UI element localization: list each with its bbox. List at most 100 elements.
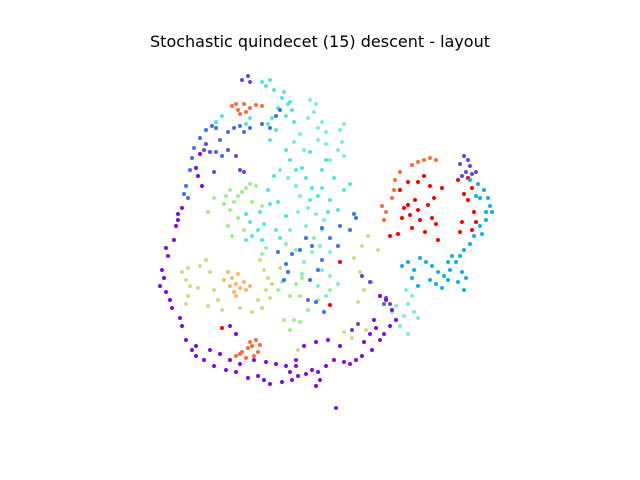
data-point xyxy=(308,150,312,154)
data-point xyxy=(468,164,472,168)
data-point xyxy=(288,100,292,104)
data-point xyxy=(230,276,234,280)
data-point xyxy=(184,278,188,282)
data-point xyxy=(254,103,258,107)
data-point xyxy=(164,290,168,294)
data-point xyxy=(482,188,486,192)
data-point xyxy=(274,128,278,132)
data-point xyxy=(442,274,446,278)
data-point xyxy=(412,268,416,272)
data-point xyxy=(226,224,230,228)
data-point xyxy=(258,258,262,262)
data-point xyxy=(348,362,352,366)
data-point xyxy=(318,378,322,382)
data-point xyxy=(406,260,410,264)
data-point xyxy=(254,338,258,342)
data-point xyxy=(416,180,420,184)
data-point xyxy=(426,203,430,207)
data-point xyxy=(296,374,300,378)
data-point xyxy=(292,120,296,124)
data-point xyxy=(266,122,270,126)
data-point xyxy=(300,276,304,280)
data-point xyxy=(208,270,212,274)
data-point xyxy=(218,352,222,356)
data-point xyxy=(446,260,450,264)
data-point xyxy=(392,188,396,192)
data-point xyxy=(380,204,384,208)
data-point xyxy=(278,266,282,270)
data-point xyxy=(282,278,286,282)
data-point xyxy=(316,370,320,374)
data-point xyxy=(206,210,210,214)
data-point xyxy=(198,264,202,268)
data-point xyxy=(288,328,292,332)
data-point xyxy=(362,340,366,344)
data-point xyxy=(236,216,240,220)
data-point xyxy=(306,298,310,302)
data-point xyxy=(204,258,208,262)
data-point xyxy=(378,294,382,298)
data-point xyxy=(248,80,252,84)
data-point xyxy=(382,332,386,336)
data-point xyxy=(228,358,232,362)
data-point xyxy=(342,330,346,334)
data-point xyxy=(288,228,292,232)
data-point xyxy=(358,270,362,274)
data-point xyxy=(196,174,200,178)
data-point xyxy=(458,230,462,234)
data-point xyxy=(264,288,268,292)
data-point xyxy=(422,174,426,178)
data-point xyxy=(368,332,372,336)
data-point xyxy=(436,270,440,274)
data-point xyxy=(292,140,296,144)
data-point xyxy=(314,300,318,304)
data-point xyxy=(236,108,240,112)
data-point xyxy=(258,343,262,347)
data-point xyxy=(248,126,252,130)
data-point xyxy=(298,320,302,324)
data-point xyxy=(316,284,320,288)
data-point xyxy=(242,170,246,174)
data-point xyxy=(328,274,332,278)
data-point xyxy=(268,296,272,300)
data-point xyxy=(328,303,332,307)
data-point xyxy=(212,364,216,368)
data-point xyxy=(368,280,372,284)
data-point xyxy=(248,116,252,120)
data-point xyxy=(336,148,340,152)
data-point xyxy=(254,184,258,188)
data-point xyxy=(472,210,476,214)
data-point xyxy=(462,288,466,292)
data-point xyxy=(328,198,332,202)
data-point xyxy=(400,216,404,220)
data-point xyxy=(184,338,188,342)
data-point xyxy=(304,224,308,228)
data-point xyxy=(418,256,422,260)
data-point xyxy=(370,348,374,352)
data-point xyxy=(470,186,474,190)
data-point xyxy=(232,200,236,204)
data-point xyxy=(238,112,242,116)
data-point xyxy=(252,358,256,362)
data-point xyxy=(260,80,264,84)
data-point xyxy=(234,282,238,286)
data-point xyxy=(354,358,358,362)
data-point xyxy=(176,218,180,222)
data-point xyxy=(234,332,238,336)
data-point xyxy=(276,288,280,292)
data-point xyxy=(238,352,242,356)
data-point xyxy=(364,328,368,332)
data-point xyxy=(302,344,306,348)
data-point xyxy=(308,198,312,202)
data-point xyxy=(326,210,330,214)
data-point xyxy=(264,84,268,88)
data-point xyxy=(238,168,242,172)
data-point xyxy=(172,238,176,242)
data-point xyxy=(244,186,248,190)
data-point xyxy=(166,254,170,258)
data-point xyxy=(314,340,318,344)
data-point xyxy=(294,168,298,172)
data-point xyxy=(240,78,244,82)
data-point xyxy=(316,138,320,142)
data-point xyxy=(400,264,404,268)
